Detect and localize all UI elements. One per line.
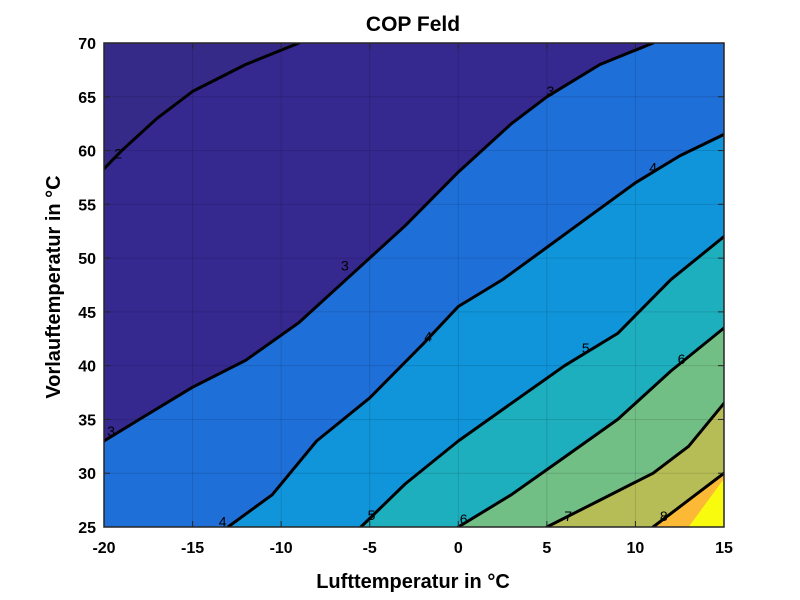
y-tick-label: 50 bbox=[78, 251, 96, 268]
x-tick-label: -20 bbox=[92, 540, 115, 557]
contour-line-level-2 bbox=[104, 43, 301, 171]
y-tick-label: 65 bbox=[78, 90, 96, 107]
contour-line-level-4 bbox=[226, 132, 724, 527]
contour-label-3: 3 bbox=[547, 83, 555, 99]
y-tick-label: 70 bbox=[78, 36, 96, 53]
contour-fills bbox=[104, 43, 724, 527]
contour-label-6: 6 bbox=[678, 351, 686, 367]
y-tick-label: 55 bbox=[78, 197, 96, 214]
contour-label-4: 4 bbox=[649, 160, 657, 176]
y-tick-label: 45 bbox=[78, 305, 96, 322]
y-axis-label: Vorlauftemperatur in °C bbox=[43, 175, 65, 398]
contour-label-4: 4 bbox=[219, 513, 227, 529]
axes-box bbox=[103, 42, 725, 528]
contour-label-3: 3 bbox=[107, 423, 115, 439]
contour-line-level-7 bbox=[545, 401, 724, 527]
contour-label-2: 2 bbox=[114, 146, 122, 162]
y-tick-label: 40 bbox=[78, 359, 96, 376]
contour-label-5: 5 bbox=[368, 507, 376, 523]
contour-line-level-5 bbox=[359, 235, 724, 527]
contour-label-5: 5 bbox=[582, 340, 590, 356]
contour-label-7: 7 bbox=[564, 508, 572, 524]
x-tick-label: 5 bbox=[542, 540, 551, 557]
y-tick-label: 25 bbox=[78, 520, 96, 537]
x-tick-label: 0 bbox=[454, 540, 463, 557]
contour-fill-level-7 bbox=[546, 403, 724, 527]
x-tick-label: -10 bbox=[270, 540, 293, 557]
x-tick-label: 15 bbox=[715, 540, 733, 557]
contour-fill-region-highest bbox=[688, 478, 724, 527]
contour-lines bbox=[104, 43, 724, 527]
contour-label-8: 8 bbox=[660, 508, 668, 524]
contour-label-4: 4 bbox=[424, 328, 432, 344]
contour-label-3: 3 bbox=[341, 257, 349, 273]
x-tick-label: -15 bbox=[181, 540, 204, 557]
y-tick-label: 60 bbox=[78, 144, 96, 161]
chart-title: COP Feld bbox=[366, 13, 460, 36]
contour-label-6: 6 bbox=[460, 511, 468, 527]
x-tick-label: 10 bbox=[627, 540, 645, 557]
contour-labels: 2 3 3 3 4 4 4 5 5 6 6 7 8 bbox=[107, 83, 685, 529]
contour-line-level-8 bbox=[651, 471, 724, 527]
y-tick-label: 35 bbox=[78, 412, 96, 429]
contour-line-level-6 bbox=[456, 326, 724, 527]
x-axis-label: Lufttemperatur in °C bbox=[316, 571, 510, 593]
contour-line-level-3 bbox=[104, 43, 655, 443]
y-tick-label: 30 bbox=[78, 466, 96, 483]
x-tick-label: -5 bbox=[363, 540, 377, 557]
